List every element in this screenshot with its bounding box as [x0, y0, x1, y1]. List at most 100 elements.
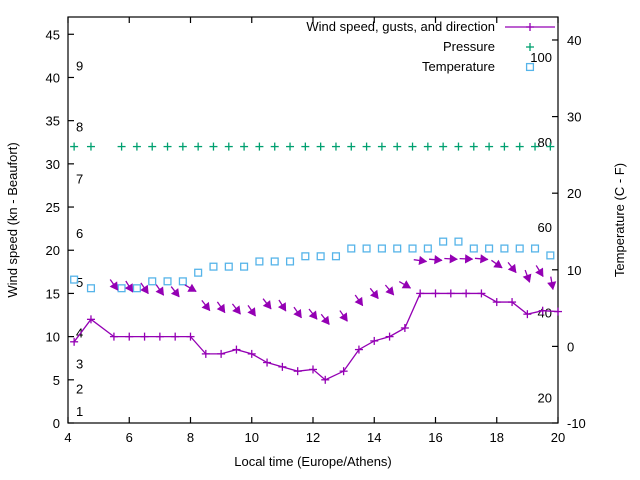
temperature-marker: [316, 252, 325, 261]
y2-axis-ticks: -10 0 10 20 30 40: [552, 33, 586, 431]
legend-sample-keys: [505, 23, 555, 72]
temperature-marker: [423, 244, 432, 253]
y2-tick-label: 0: [567, 339, 574, 354]
wind-arrow-head: [434, 255, 443, 265]
y-axis-title: Wind speed (kn - Beaufort): [5, 142, 20, 297]
beaufort-label: 9: [76, 58, 83, 73]
temperature-marker: [224, 262, 233, 271]
wind-arrow-head: [155, 286, 164, 296]
series-wind-speed: [70, 289, 562, 384]
series-pressure: [70, 142, 555, 151]
wind-arrow-head: [170, 288, 180, 298]
temperature-marker: [485, 244, 494, 253]
wind-arrow-head: [124, 283, 134, 293]
temperature-marker: [301, 252, 310, 261]
wind-arrow-head: [320, 315, 330, 325]
fahrenheit-label: 20: [538, 391, 552, 406]
wind-arrow-head: [277, 302, 287, 312]
legend-key-temperature-marker: [525, 62, 535, 72]
plot-frame: [67, 16, 559, 424]
temperature-marker: [163, 277, 172, 286]
chart-legend: Wind speed, gusts, and direction Pressur…: [306, 19, 555, 74]
wind-arrow-head: [216, 303, 226, 314]
temperature-marker: [515, 244, 524, 253]
temperature-marker: [270, 257, 279, 266]
legend-item-temperature-label: Temperature: [422, 59, 495, 74]
y-tick-label: 40: [46, 70, 60, 85]
wind-arrow-head: [507, 263, 517, 274]
wind-arrow-head: [232, 305, 241, 315]
y2-tick-label: 20: [567, 186, 581, 201]
y-tick-label: 20: [46, 243, 60, 258]
legend-item-wind-label: Wind speed, gusts, and direction: [306, 19, 495, 34]
temperature-marker: [530, 244, 540, 253]
x-tick-label: 10: [245, 430, 259, 445]
wind-arrow-head: [308, 310, 318, 320]
x-tick-label: 6: [126, 430, 133, 445]
wind-arrow-head: [547, 281, 557, 291]
y2-tick-label: 40: [567, 33, 581, 48]
temperature-marker: [178, 277, 187, 286]
beaufort-label: 1: [76, 404, 83, 419]
beaufort-label: 3: [76, 356, 83, 371]
temperature-marker: [240, 262, 249, 271]
series-temperature: [70, 237, 555, 293]
wind-arrow-head: [522, 273, 532, 283]
temperature-marker: [469, 244, 478, 253]
y-tick-label: 5: [53, 373, 60, 388]
wind-arrow-head: [418, 255, 428, 266]
wind-arrow-head: [385, 286, 395, 296]
wind-arrow-head: [401, 280, 412, 289]
temperature-marker: [439, 237, 448, 246]
y2-tick-label: 10: [567, 263, 581, 278]
wind-arrow-head: [293, 308, 302, 319]
y-tick-label: 45: [46, 27, 60, 42]
temperature-marker: [209, 262, 218, 271]
wind-arrow-head: [449, 254, 458, 264]
wind-arrow-head: [354, 296, 364, 307]
x-tick-label: 20: [551, 430, 565, 445]
temperature-marker: [362, 244, 371, 253]
x-axis-title: Local time (Europe/Athens): [234, 454, 392, 469]
beaufort-label: 8: [76, 120, 83, 135]
wind-arrow-head: [535, 267, 544, 277]
x-tick-label: 18: [490, 430, 504, 445]
legend-item-pressure-label: Pressure: [443, 39, 495, 54]
wind-arrow-head: [109, 281, 119, 291]
temperature-marker: [117, 284, 126, 293]
wind-arrow-head: [187, 283, 197, 292]
wind-direction-arrows: [109, 254, 557, 325]
x-tick-label: 12: [306, 430, 320, 445]
fahrenheit-label: 40: [538, 306, 552, 321]
wind-arrow-head: [339, 312, 348, 322]
wind-arrow-head: [201, 301, 211, 312]
y-tick-label: 35: [46, 114, 60, 129]
temperature-marker: [255, 257, 264, 266]
wind-arrow-head: [464, 254, 474, 264]
y2-tick-label: 30: [567, 110, 581, 125]
x-tick-label: 4: [64, 430, 71, 445]
temperature-marker: [132, 284, 141, 293]
temperature-marker: [546, 251, 555, 260]
x-axis-ticks: 4 6 8 10 12 14 16 18 20: [64, 17, 565, 445]
beaufort-label: 5: [76, 275, 83, 290]
temperature-marker: [86, 284, 96, 293]
x-tick-label: 16: [428, 430, 442, 445]
temperature-marker: [194, 268, 203, 277]
temperature-marker: [70, 275, 79, 284]
x-tick-label: 14: [367, 430, 381, 445]
x-tick-label: 8: [187, 430, 194, 445]
wind-arrow-head: [140, 284, 149, 295]
y2-axis-title: Temperature (C - F): [612, 163, 627, 277]
fahrenheit-label: 100: [530, 50, 552, 65]
wind-arrow-head: [480, 254, 489, 264]
y-tick-label: 10: [46, 330, 60, 345]
y-tick-label: 30: [46, 157, 60, 172]
temperature-marker: [285, 257, 295, 266]
temperature-marker: [393, 244, 402, 253]
temperature-marker: [377, 244, 386, 253]
wind-arrow-head: [369, 289, 379, 300]
